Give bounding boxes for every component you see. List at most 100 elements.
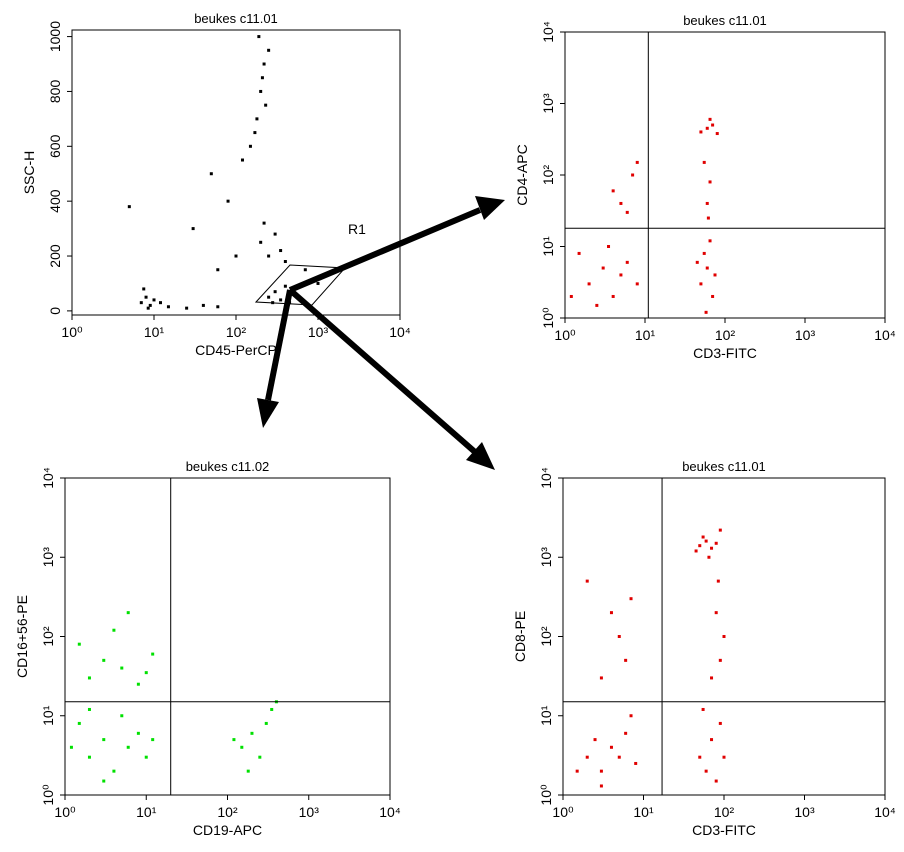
point bbox=[257, 35, 261, 39]
point bbox=[629, 597, 633, 601]
x-tick-label: 10⁴ bbox=[389, 324, 411, 340]
point bbox=[264, 721, 268, 725]
point bbox=[585, 579, 589, 583]
point bbox=[694, 549, 698, 553]
gate-label: R1 bbox=[348, 221, 366, 237]
arrow-head bbox=[466, 442, 495, 470]
point bbox=[695, 260, 699, 264]
point bbox=[710, 546, 714, 550]
x-tick-label: 10⁴ bbox=[874, 804, 896, 820]
point bbox=[705, 126, 709, 130]
point bbox=[706, 216, 710, 220]
x-tick-label: 10⁰ bbox=[61, 324, 83, 340]
x-axis-label: CD45-PerCP bbox=[195, 342, 277, 358]
point bbox=[634, 761, 638, 765]
plot-frame bbox=[71, 29, 401, 316]
point bbox=[232, 738, 236, 742]
point bbox=[702, 251, 706, 255]
point bbox=[185, 306, 189, 310]
point bbox=[120, 714, 124, 718]
y-tick-label: 10⁰ bbox=[40, 784, 56, 806]
chart-title: beukes c11.01 bbox=[194, 11, 278, 26]
x-tick-label: 10¹ bbox=[635, 327, 656, 343]
point bbox=[714, 779, 718, 783]
point bbox=[209, 172, 213, 176]
point bbox=[575, 769, 579, 773]
y-tick-label: 10² bbox=[40, 626, 56, 647]
y-tick-label: 10² bbox=[540, 165, 556, 186]
arrow-head bbox=[475, 196, 505, 220]
point bbox=[701, 707, 705, 711]
point bbox=[191, 227, 195, 231]
point bbox=[625, 210, 629, 214]
chart-title: beukes c11.01 bbox=[683, 13, 767, 28]
point bbox=[710, 738, 714, 742]
arrow-head bbox=[257, 398, 279, 428]
point bbox=[704, 539, 708, 543]
point bbox=[144, 755, 148, 759]
point bbox=[158, 301, 162, 305]
point bbox=[259, 89, 263, 93]
point bbox=[585, 755, 589, 759]
point bbox=[260, 76, 264, 80]
point bbox=[704, 310, 708, 314]
point bbox=[577, 251, 581, 255]
point bbox=[702, 160, 706, 164]
y-tick-label: 10² bbox=[538, 626, 554, 647]
point bbox=[112, 628, 116, 632]
point bbox=[273, 290, 277, 294]
x-axis-label: CD19-APC bbox=[193, 822, 262, 838]
point bbox=[146, 306, 150, 310]
point bbox=[609, 745, 613, 749]
point bbox=[262, 62, 266, 66]
y-tick-label: 600 bbox=[47, 134, 63, 158]
point bbox=[699, 282, 703, 286]
point bbox=[722, 755, 726, 759]
y-axis-label: SSC-H bbox=[21, 151, 37, 195]
x-tick-label: 10³ bbox=[795, 327, 816, 343]
x-tick-label: 10³ bbox=[794, 804, 815, 820]
x-tick-label: 10¹ bbox=[144, 324, 165, 340]
point bbox=[698, 755, 702, 759]
point bbox=[708, 239, 712, 243]
point bbox=[142, 287, 146, 291]
point bbox=[593, 738, 597, 742]
point bbox=[283, 260, 287, 264]
point bbox=[216, 268, 220, 272]
point bbox=[718, 528, 722, 532]
point bbox=[126, 611, 130, 615]
plot-frame bbox=[64, 477, 391, 796]
x-axis-label: CD3-FITC bbox=[692, 822, 756, 838]
point bbox=[698, 544, 702, 548]
point bbox=[701, 535, 705, 539]
point bbox=[303, 268, 307, 272]
point bbox=[705, 201, 709, 205]
y-tick-label: 200 bbox=[47, 244, 63, 268]
point bbox=[599, 784, 603, 788]
y-tick-label: 10⁴ bbox=[538, 467, 554, 489]
point bbox=[201, 303, 205, 307]
point bbox=[283, 284, 287, 288]
plot-frame bbox=[564, 31, 886, 319]
point bbox=[262, 221, 266, 225]
x-tick-label: 10³ bbox=[308, 324, 329, 340]
x-tick-label: 10⁴ bbox=[874, 327, 896, 343]
point bbox=[151, 738, 155, 742]
point bbox=[635, 282, 639, 286]
y-tick-label: 800 bbox=[47, 80, 63, 104]
point bbox=[144, 671, 148, 675]
x-tick-label: 10¹ bbox=[633, 804, 654, 820]
point bbox=[87, 676, 91, 680]
arrow bbox=[265, 289, 293, 401]
y-tick-label: 10³ bbox=[40, 547, 56, 568]
point bbox=[619, 273, 623, 277]
x-tick-label: 10⁴ bbox=[379, 804, 401, 820]
x-tick-label: 10³ bbox=[299, 804, 320, 820]
point bbox=[611, 189, 615, 193]
point bbox=[226, 199, 230, 203]
arrow bbox=[288, 207, 482, 293]
point bbox=[273, 232, 277, 236]
y-axis-label: CD8-PE bbox=[512, 611, 528, 662]
y-tick-label: 10³ bbox=[538, 547, 554, 568]
point bbox=[136, 682, 140, 686]
